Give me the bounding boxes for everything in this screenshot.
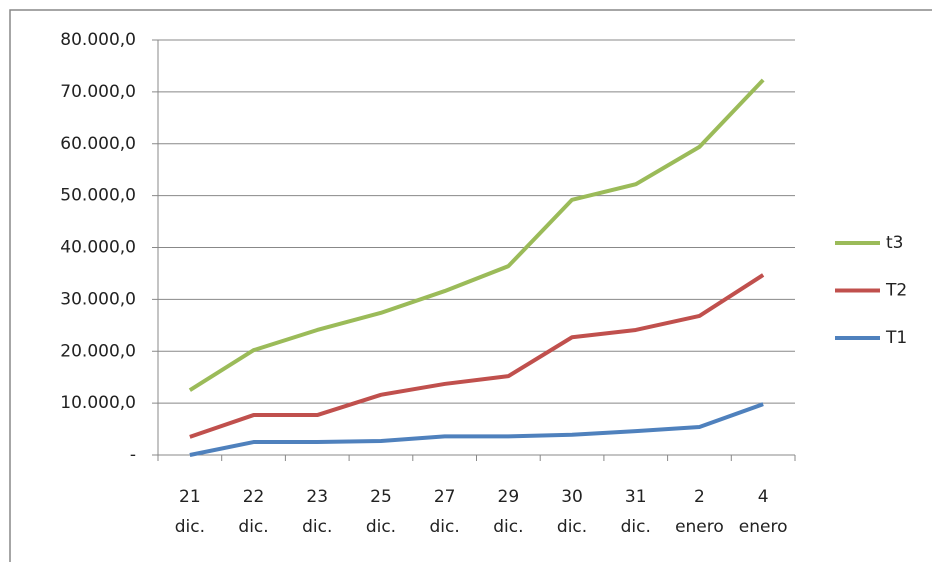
y-tick-label: 80.000,0 [60,30,136,50]
x-tick-label: 4 enero [739,487,788,537]
series-line [189,273,765,439]
y-tick-label: 10.000,0 [60,393,136,413]
x-tick-label: 30 dic. [557,487,587,537]
y-tick-label: 20.000,0 [60,341,136,361]
x-tick-label: 23 dic. [302,487,332,537]
x-tick-label: 27 dic. [430,487,460,537]
y-tick-label: - [130,445,136,465]
x-tick-label: 29 dic. [493,487,523,537]
y-tick-label: 60.000,0 [60,134,136,154]
y-tick-label: 30.000,0 [60,289,136,309]
series-line [188,78,765,392]
x-tick-label: 21 dic. [175,487,205,537]
series-line [189,402,764,457]
x-tick-label: 2 enero [675,487,724,537]
legend-label: T1 [885,328,907,348]
legend-label: T2 [885,281,907,301]
x-tick-label: 22 dic. [238,487,268,537]
y-tick-label: 50.000,0 [60,186,136,206]
frame [9,9,932,562]
legend-label: t3 [886,233,903,253]
x-tick-label: 31 dic. [621,487,651,537]
y-tick-label: 40.000,0 [60,238,136,258]
x-tick-label: 25 dic. [366,487,396,537]
y-tick-label: 70.000,0 [60,82,136,102]
